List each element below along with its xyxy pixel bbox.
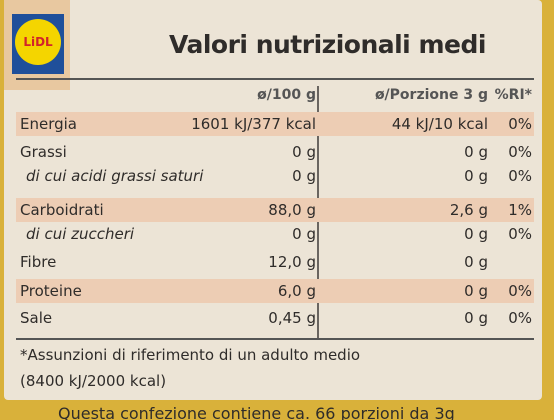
nutrient-name: Grassi <box>20 143 67 161</box>
header-cell: %RI* <box>494 87 532 103</box>
value-cell: 0% <box>508 225 532 243</box>
rule <box>16 78 534 80</box>
nutrient-name: Energia <box>20 115 77 133</box>
nutrient-name: di cui zuccheri <box>26 225 135 243</box>
value-cell: 0% <box>508 282 532 300</box>
value-cell: 6,0 g <box>277 282 316 300</box>
value-cell: 0 g <box>464 253 488 271</box>
title: Valori nutrizionali medi <box>169 30 486 59</box>
nutrient-row: Proteine 6,0 g 0 g 0% <box>16 279 534 303</box>
nutrient-name: Sale <box>20 309 53 327</box>
value-cell: 0 g <box>464 225 488 243</box>
footnote: (8400 kJ/2000 kcal) <box>20 372 167 390</box>
value-cell: 12,0 g <box>268 253 316 271</box>
bottom-text: Questa confezione contiene ca. 66 porzio… <box>58 404 455 420</box>
label: LiDL Valori nutrizionali medi ø/100 g ø/… <box>4 0 542 400</box>
nutrient-row: Carboidrati 88,0 g 2,6 g 1% <box>16 198 534 222</box>
value-cell: 0 g <box>464 282 488 300</box>
logo-text: LiDL <box>15 19 61 65</box>
nutrient-row: Fibre 12,0 g 0 g <box>16 250 534 274</box>
value-cell: 0% <box>508 143 532 161</box>
value-cell: 44 kJ/10 kcal <box>391 115 488 133</box>
nutrient-row: di cui acidi grassi saturi 0 g 0 g 0% <box>16 164 534 188</box>
nutrient-row: Grassi 0 g 0 g 0% <box>16 140 534 164</box>
nutrient-row: di cui zuccheri 0 g 0 g 0% <box>16 222 534 246</box>
value-cell: 0 g <box>292 167 316 185</box>
logo: LiDL <box>4 0 70 90</box>
value-cell: 0 g <box>464 167 488 185</box>
value-cell: 1% <box>508 201 532 219</box>
value-cell: 0 g <box>292 143 316 161</box>
header-row: ø/100 g ø/Porzione 3 g %RI* <box>16 84 534 108</box>
value-cell: 0 g <box>464 309 488 327</box>
value-cell: 0% <box>508 167 532 185</box>
nutrient-name: Fibre <box>20 253 57 271</box>
header-cell: ø/100 g <box>257 87 316 103</box>
rule <box>16 338 534 340</box>
value-cell: 88,0 g <box>268 201 316 219</box>
value-cell: 0 g <box>464 143 488 161</box>
nutrient-name: Carboidrati <box>20 201 104 219</box>
value-cell: 0,45 g <box>268 309 316 327</box>
value-cell: 0% <box>508 309 532 327</box>
nutrient-name: di cui acidi grassi saturi <box>26 167 204 185</box>
value-cell: 0% <box>508 115 532 133</box>
nutrient-name: Proteine <box>20 282 82 300</box>
value-cell: 2,6 g <box>449 201 488 219</box>
nutrient-row: Energia 1601 kJ/377 kcal 44 kJ/10 kcal 0% <box>16 112 534 136</box>
value-cell: 0 g <box>292 225 316 243</box>
nutrient-row: Sale 0,45 g 0 g 0% <box>16 306 534 330</box>
value-cell: 1601 kJ/377 kcal <box>191 115 316 133</box>
header-cell: ø/Porzione 3 g <box>374 87 488 103</box>
footnote: *Assunzioni di riferimento di un adulto … <box>20 346 361 364</box>
